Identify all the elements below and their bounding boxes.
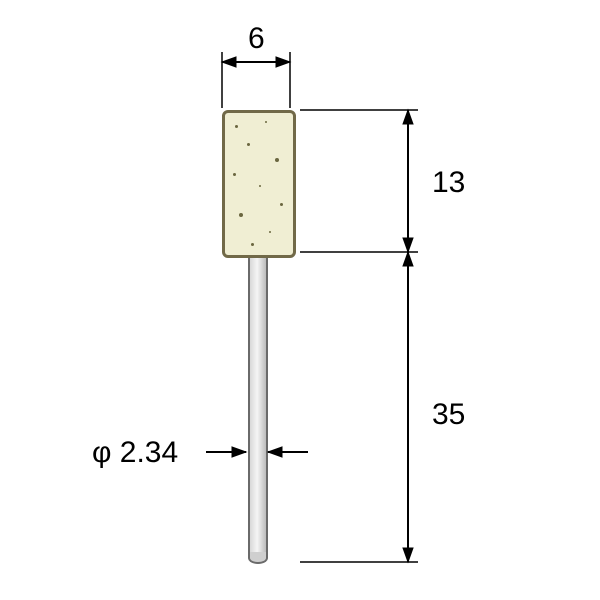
dim-label-head-diameter: 6	[248, 22, 265, 56]
drawing-canvas: 6 13 35 φ 2.34	[0, 0, 600, 600]
shaft-body	[248, 252, 268, 554]
shaft-tip	[248, 552, 268, 564]
dim-label-shaft-diameter: φ 2.34	[92, 436, 178, 470]
dim-label-head-length: 13	[432, 166, 465, 200]
dim-label-shaft-length: 35	[432, 398, 465, 432]
abrasive-head	[222, 110, 296, 258]
dimension-lines	[0, 0, 600, 600]
